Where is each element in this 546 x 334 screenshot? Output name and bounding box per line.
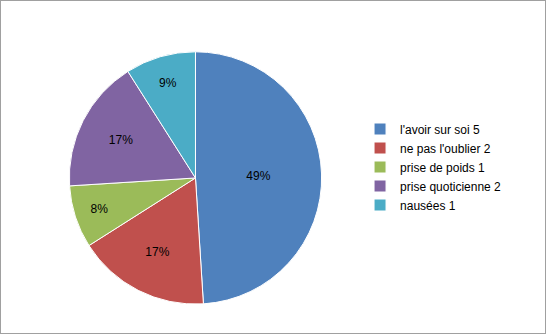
- svg-text:9%: 9%: [159, 76, 177, 90]
- svg-text:17%: 17%: [145, 245, 169, 259]
- svg-text:l'avoir sur soi 5: l'avoir sur soi 5: [400, 123, 480, 137]
- svg-text:ne pas l'oublier 2: ne pas l'oublier 2: [400, 142, 491, 156]
- svg-text:prise quoticienne 2: prise quoticienne 2: [400, 180, 501, 194]
- svg-text:8%: 8%: [91, 202, 109, 216]
- svg-text:nausées 1: nausées 1: [400, 199, 456, 213]
- svg-text:prise de poids 1: prise de poids 1: [400, 161, 485, 175]
- svg-text:49%: 49%: [246, 169, 270, 183]
- svg-text:17%: 17%: [109, 133, 133, 147]
